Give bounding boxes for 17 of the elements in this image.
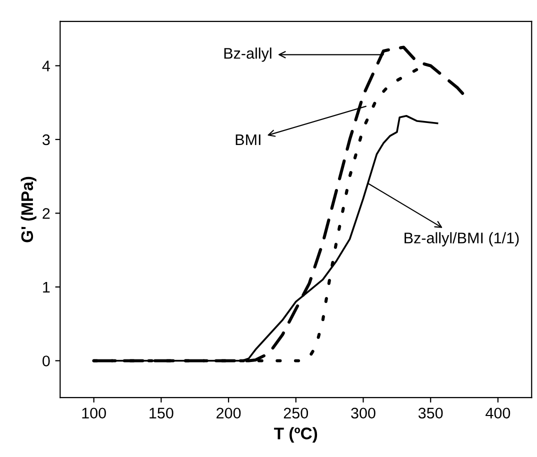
annotation: Bz-allyl/BMI (1/1) <box>404 232 519 246</box>
x-axis-title: T (ºC) <box>274 427 318 443</box>
annotation: BMI <box>236 134 260 145</box>
x-tick-label: 100 <box>82 408 106 419</box>
x-tick-label: 400 <box>486 408 510 419</box>
y-tick-label: 4 <box>42 60 50 72</box>
y-tick-label: 2 <box>42 208 50 219</box>
x-tick-label: 300 <box>351 408 376 419</box>
x-tick-label: 250 <box>284 408 308 419</box>
y-tick-label: 1 <box>43 282 50 293</box>
x-tick-label: 150 <box>150 408 174 419</box>
x-tick-label: 200 <box>216 408 241 419</box>
y-tick-label: 3 <box>42 134 50 146</box>
y-tick-label: 0 <box>42 356 50 366</box>
y-axis-title: G' (MPa) <box>20 176 36 242</box>
x-tick-label: 350 <box>418 408 443 419</box>
annotation: Bz-allyl <box>224 48 272 62</box>
